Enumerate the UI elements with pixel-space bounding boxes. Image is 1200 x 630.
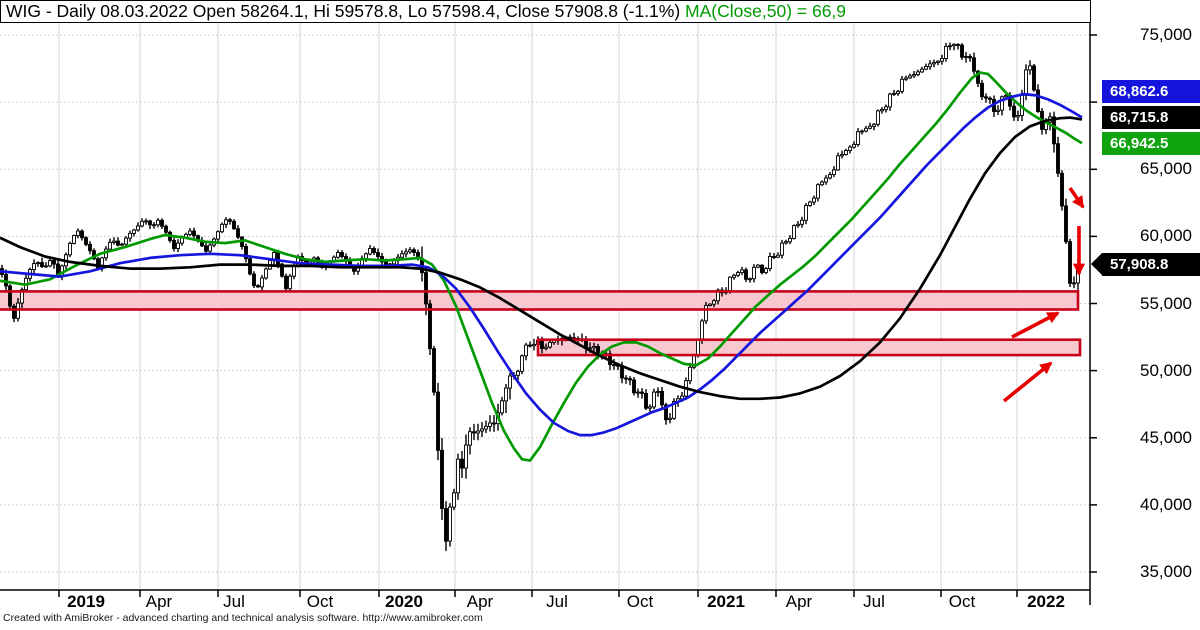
x-axis-label: Jul xyxy=(546,592,568,611)
y-axis-label: 45,000 xyxy=(1140,428,1192,447)
x-axis-label: Jul xyxy=(863,592,885,611)
ma_blue-line xyxy=(0,92,1083,437)
price-tag-pointer-icon xyxy=(1091,253,1102,275)
support-zone-borders xyxy=(0,290,1082,357)
y-axis-label: 40,000 xyxy=(1140,495,1192,514)
x-axis-label: Jul xyxy=(223,592,245,611)
x-axis-label: 2022 xyxy=(1027,592,1065,611)
y-axis-label: 50,000 xyxy=(1140,361,1192,380)
x-axis-label: Apr xyxy=(145,592,173,611)
y-axis-label: 55,000 xyxy=(1140,294,1192,313)
y-axis-label: 35,000 xyxy=(1140,562,1192,581)
x-axis-label: Oct xyxy=(948,592,976,611)
x-axis-label: Apr xyxy=(785,592,813,611)
ma_black-line xyxy=(0,116,1083,401)
price-tag-ma-green: 66,942.5 xyxy=(1102,132,1200,155)
y-axis-label: 60,000 xyxy=(1140,226,1192,245)
x-axis-label: 2020 xyxy=(385,592,423,611)
y-axis-label: 65,000 xyxy=(1140,159,1192,178)
x-axis-label: Oct xyxy=(626,592,654,611)
price-tag-ma-black: 68,715.8 xyxy=(1102,106,1200,129)
price-tag-ma-blue: 68,862.6 xyxy=(1102,80,1200,103)
chart-title-ma-value: MA(Close,50) = 66,9 xyxy=(685,1,847,21)
y-axis-label: 75,000 xyxy=(1140,25,1192,44)
chart-title-bar: WIG - Daily 08.03.2022 Open 58264.1, Hi … xyxy=(0,0,1091,23)
chart-title: WIG - Daily 08.03.2022 Open 58264.1, Hi … xyxy=(6,1,686,21)
x-axis-label: Oct xyxy=(306,592,334,611)
price-tag-last-close: 57,908.8 xyxy=(1091,253,1200,276)
x-axis-label: Apr xyxy=(466,592,494,611)
x-axis-label: 2019 xyxy=(67,592,105,611)
ma_green-line xyxy=(0,71,1083,462)
footer-credit: Created with AmiBroker - advanced charti… xyxy=(3,612,483,624)
axis-lines xyxy=(0,0,1097,605)
x-axis-label: 2021 xyxy=(707,592,745,611)
arrow-annotations xyxy=(1002,186,1086,403)
last-close-value: 57,908.8 xyxy=(1110,256,1169,273)
support-zones xyxy=(0,291,1080,356)
